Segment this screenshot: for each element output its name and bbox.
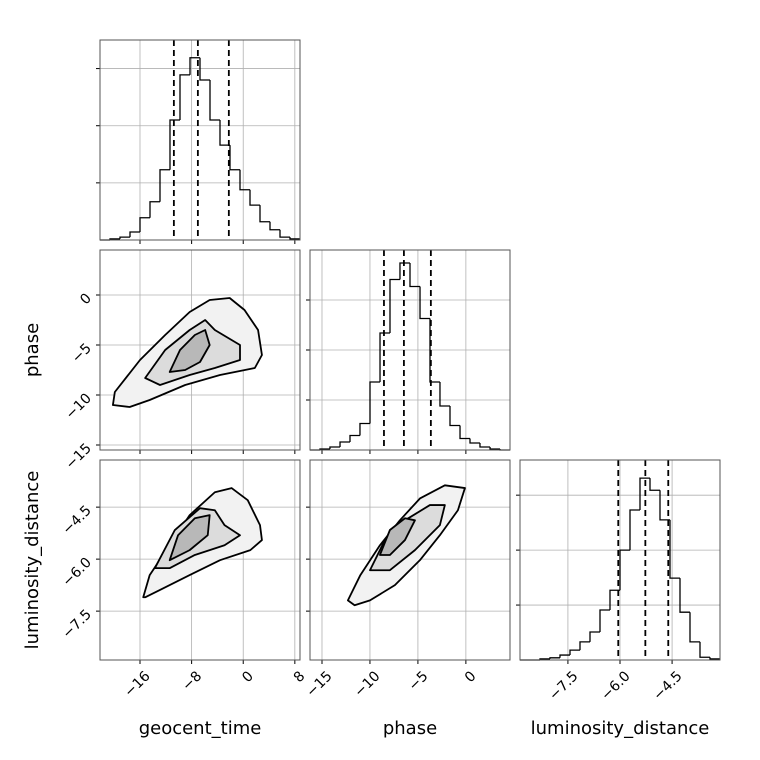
y-tick-label: −15 bbox=[63, 441, 95, 473]
histogram-bin bbox=[549, 657, 560, 659]
histogram-bin bbox=[629, 509, 640, 551]
x-tick-label: −6.0 bbox=[598, 668, 633, 703]
histogram-bin bbox=[419, 286, 430, 320]
histogram-bin bbox=[229, 145, 240, 171]
y-tick-label: −4.5 bbox=[59, 503, 94, 538]
histogram-bin bbox=[149, 201, 160, 218]
x-tick-label: 0 bbox=[462, 668, 480, 686]
histogram-bin bbox=[259, 205, 270, 223]
histogram-bin bbox=[699, 641, 710, 658]
histogram-bin bbox=[249, 189, 260, 206]
panel-frame bbox=[99, 249, 301, 451]
histogram-bin bbox=[199, 57, 210, 81]
histogram-bin bbox=[449, 406, 461, 427]
histogram-bin bbox=[339, 441, 350, 447]
histogram-bin bbox=[469, 438, 480, 444]
panel-frame bbox=[309, 459, 511, 661]
histogram-bin bbox=[119, 236, 130, 239]
panel: −7.5 −6.0 −4.5 luminosity_distance bbox=[516, 459, 721, 739]
histogram-bin bbox=[479, 443, 491, 448]
x-axis-label: geocent_time bbox=[139, 718, 262, 739]
histogram-bin bbox=[709, 657, 720, 660]
x-tick-label: −8 bbox=[179, 668, 205, 694]
x-tick-label: −16 bbox=[121, 668, 153, 700]
histogram-bin bbox=[139, 217, 150, 232]
x-axis-label: phase bbox=[383, 718, 437, 739]
contour bbox=[168, 329, 211, 373]
panel-frame bbox=[309, 249, 511, 451]
x-tick-label: −10 bbox=[351, 668, 383, 700]
histogram-bin bbox=[409, 263, 421, 288]
histogram-bin bbox=[379, 332, 390, 382]
histogram-bin bbox=[369, 381, 381, 424]
histogram-bin bbox=[489, 447, 501, 450]
histogram-bin bbox=[129, 231, 140, 238]
histogram-bin bbox=[569, 649, 580, 656]
histogram-bin bbox=[159, 169, 170, 202]
x-tick-label: −4.5 bbox=[650, 668, 685, 703]
histogram-bin bbox=[639, 477, 650, 510]
histogram-bin bbox=[179, 74, 190, 120]
x-axis-label: luminosity_distance bbox=[531, 718, 710, 739]
histogram-bin bbox=[289, 237, 300, 240]
x-tick-label: −5 bbox=[406, 668, 432, 694]
histogram-bin bbox=[669, 519, 680, 579]
panel: −15 −10 −5 0 phase bbox=[303, 459, 511, 739]
contour bbox=[168, 514, 211, 562]
panel-frame bbox=[519, 459, 721, 661]
histogram-bin bbox=[679, 578, 690, 613]
histogram-bin bbox=[609, 589, 620, 610]
contour bbox=[379, 517, 416, 556]
histogram-bin bbox=[689, 612, 700, 643]
histogram-bin bbox=[589, 631, 600, 642]
panel-frame bbox=[99, 39, 301, 241]
y-tick-label: 0 bbox=[77, 291, 95, 309]
x-tick-label: 0 bbox=[239, 668, 257, 686]
histogram-bin bbox=[219, 120, 230, 146]
y-tick-label: −7.5 bbox=[59, 607, 94, 642]
x-tick-label: 8 bbox=[291, 668, 309, 686]
panel: −16 −8 0 8 −7.5 −6.0 −4.5 geocent_time luminosit… bbox=[22, 459, 309, 739]
histogram-bin bbox=[269, 221, 280, 231]
histogram-bin bbox=[439, 382, 450, 407]
histogram-bin bbox=[329, 446, 341, 449]
y-axis-label: luminosity_distance bbox=[22, 471, 43, 650]
histogram-bin bbox=[579, 641, 590, 651]
histogram-bin bbox=[169, 119, 180, 170]
histogram-bin bbox=[189, 57, 200, 75]
histogram-bin bbox=[209, 80, 220, 121]
histogram-bin bbox=[399, 262, 410, 280]
histogram-bin bbox=[559, 654, 570, 658]
histogram-bin bbox=[359, 422, 370, 436]
histogram-bin bbox=[659, 490, 670, 521]
histogram-bin bbox=[279, 229, 290, 238]
y-tick-label: −5 bbox=[69, 341, 95, 367]
histogram-bin bbox=[239, 169, 250, 191]
histogram-bin bbox=[599, 609, 610, 632]
histogram-bin bbox=[649, 478, 660, 491]
y-axis-label: phase bbox=[22, 323, 43, 377]
y-tick-label: −6.0 bbox=[59, 555, 94, 590]
histogram-bin bbox=[349, 434, 360, 442]
y-tick-label: −10 bbox=[63, 391, 95, 423]
x-tick-label: −7.5 bbox=[546, 668, 581, 703]
panel: −15 −10 −5 0 phase bbox=[22, 249, 301, 473]
histogram-bin bbox=[459, 425, 470, 440]
panel bbox=[96, 39, 301, 244]
x-tick-label: −15 bbox=[303, 668, 335, 700]
histogram-bin bbox=[389, 278, 400, 333]
panel-frame bbox=[99, 459, 301, 661]
panel bbox=[306, 249, 511, 454]
histogram-bin bbox=[619, 549, 630, 591]
